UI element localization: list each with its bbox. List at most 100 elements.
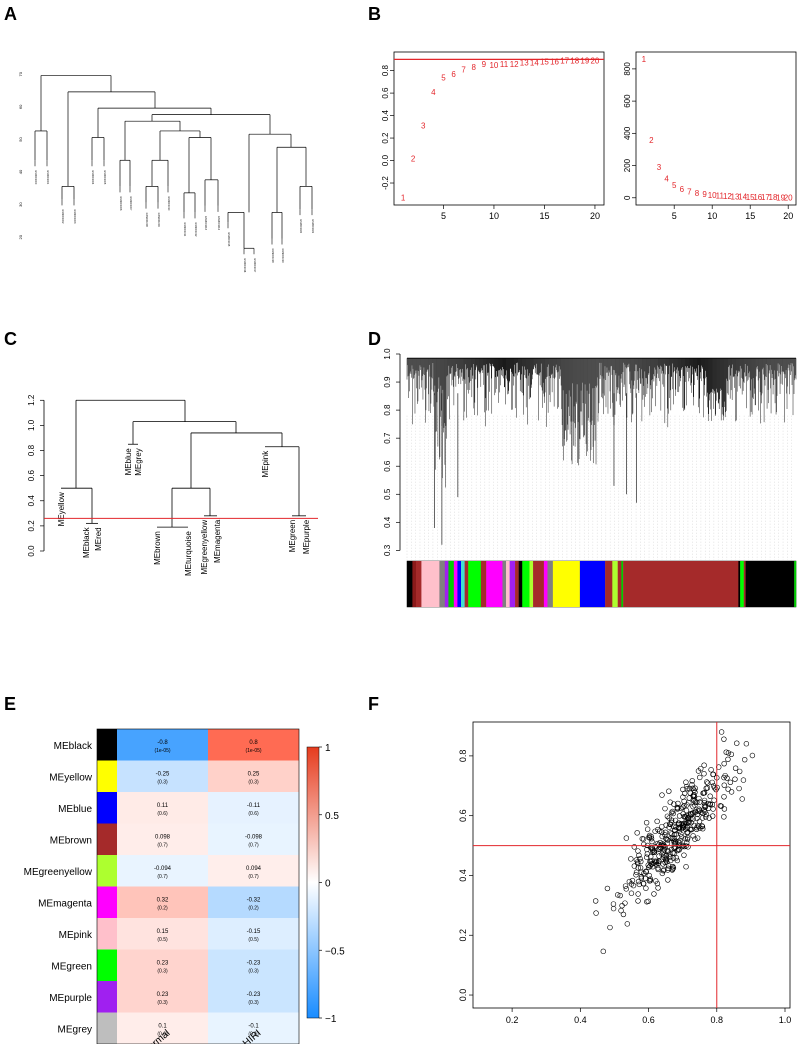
scatter-point <box>593 910 599 916</box>
dendro-leaf-label: GSM001020 <box>299 219 302 234</box>
panel-b2-point: 10 <box>708 191 717 200</box>
scatter-point <box>736 785 742 792</box>
panel-b2-ytick-label: 0 <box>623 195 632 200</box>
row-color-swatch <box>97 823 117 855</box>
panel-b1-point: 14 <box>530 59 539 68</box>
scatter-point <box>607 924 613 931</box>
scatter-point <box>696 823 702 829</box>
heatmap-cell-value: -0.25 <box>156 771 170 777</box>
scatter-point <box>723 749 729 755</box>
panel-label-F: F <box>368 694 379 714</box>
panel-c-ytick-label: 0.0 <box>27 545 36 557</box>
heatmap-cell-pvalue: (1e-05) <box>154 748 170 754</box>
dendro-leaf-label: MEpink <box>261 450 270 478</box>
scatter-point <box>623 835 630 841</box>
scatter-point <box>682 823 688 830</box>
scatter-point <box>728 751 735 757</box>
scatter-point <box>655 826 661 833</box>
scatter-point <box>676 813 683 819</box>
dendro-leaf-label: MEblue <box>124 448 133 476</box>
scatter-point <box>683 783 690 790</box>
heatmap-cell <box>208 855 299 887</box>
module-color-block <box>468 561 482 607</box>
panel-f-xtick-label: 1.0 <box>779 1015 792 1025</box>
panel-b2-point: 11 <box>716 192 725 201</box>
module-color-block <box>486 561 503 607</box>
scatter-point <box>659 870 666 877</box>
panel-b1-point: 10 <box>489 61 498 70</box>
scatter-point <box>646 872 652 879</box>
dendro-leaf-label: GSM001005 <box>103 170 106 185</box>
panel-b2-point: 1 <box>642 55 647 64</box>
scatter-point <box>709 801 716 808</box>
scatter-point <box>689 782 695 788</box>
scatter-point <box>682 813 688 819</box>
scatter-point <box>709 779 715 786</box>
panel-a-ytick: 40 <box>18 169 23 174</box>
panel-f-ytick-label: 0.0 <box>458 989 468 1002</box>
heatmap-cell <box>208 981 299 1013</box>
panel-b1-ytick-label: 0.8 <box>381 65 390 77</box>
scatter-point <box>656 846 663 852</box>
heatmap-cell-pvalue: (0.2) <box>248 905 259 911</box>
scatter-point <box>652 828 658 834</box>
dendro-leaf-label: GSM001021 <box>311 219 314 234</box>
scatter-point <box>662 805 668 812</box>
dendro-leaf-label: GSM001014 <box>217 216 220 231</box>
scatter-point <box>701 771 707 777</box>
scatter-point <box>668 809 675 816</box>
panel-c-ytick-label: 1.0 <box>27 419 36 431</box>
scatter-point <box>676 825 682 832</box>
scatter-point <box>651 891 657 897</box>
scatter-point <box>665 877 671 883</box>
heatmap-cell-value: -0.32 <box>247 897 261 903</box>
scatter-point <box>662 829 669 836</box>
heatmap-cell-value: -0.11 <box>247 803 261 809</box>
panel-b1-point: 19 <box>580 56 589 65</box>
scatter-point <box>656 828 663 834</box>
scatter-point <box>659 792 665 798</box>
heatmap-cell <box>208 823 299 855</box>
scatter-point <box>701 800 708 806</box>
module-color-block <box>509 561 516 607</box>
panel-b1-ytick-label: 0.2 <box>381 132 390 144</box>
scatter-point <box>635 891 641 897</box>
dendro-leaf-label: MEgreen <box>288 520 297 552</box>
panel-b2-point: 18 <box>769 193 778 202</box>
panel-f-ytick-label: 0.2 <box>458 929 468 942</box>
scatter-point <box>669 835 676 842</box>
scatter-point <box>681 843 688 850</box>
scatter-point <box>725 756 731 763</box>
scatter-point <box>629 877 636 884</box>
panel-b2-xtick-label: 5 <box>672 211 677 221</box>
scatter-point <box>636 881 643 888</box>
row-color-swatch <box>97 918 117 950</box>
scatter-point <box>641 841 647 848</box>
panel-c-ytick-label: 1.2 <box>27 394 36 406</box>
legend-tick-label: −1 <box>325 1014 337 1025</box>
panel-b2-point: 8 <box>695 189 700 198</box>
panel-b2-point: 13 <box>731 192 740 201</box>
scatter-point <box>671 841 678 847</box>
panel-b1-ytick-label: 0.0 <box>381 154 390 166</box>
module-color-block <box>515 561 519 607</box>
panel-a-ytick: 60 <box>18 104 23 109</box>
panel-d-dendrogram: 0.3 0.4 0.5 0.6 0.7 0.8 0.9 1.0 <box>383 348 797 608</box>
scatter-point <box>685 815 692 821</box>
heatmap-cell <box>117 949 208 981</box>
scatter-point <box>697 774 703 781</box>
scatter-point <box>671 801 677 807</box>
heatmap-cell-pvalue: (0.3) <box>248 779 259 785</box>
row-color-swatch <box>97 729 117 761</box>
panel-b1-point: 17 <box>560 56 569 65</box>
panel-b1-frame <box>393 51 605 206</box>
scatter-point <box>634 830 640 836</box>
module-color-block <box>412 561 417 607</box>
scatter-point <box>684 786 690 792</box>
panel-e-heatmap: MEblack -0.8 (1e-05) 0.8 (1e-05) MEyellow -0.2… <box>24 728 345 1049</box>
row-label: MEbrown <box>50 835 92 846</box>
scatter-point <box>728 789 735 795</box>
panel-label-A: A <box>4 4 17 24</box>
dendro-leaf-label: MEgreenyellow <box>200 520 209 575</box>
panel-label-B: B <box>368 4 381 24</box>
